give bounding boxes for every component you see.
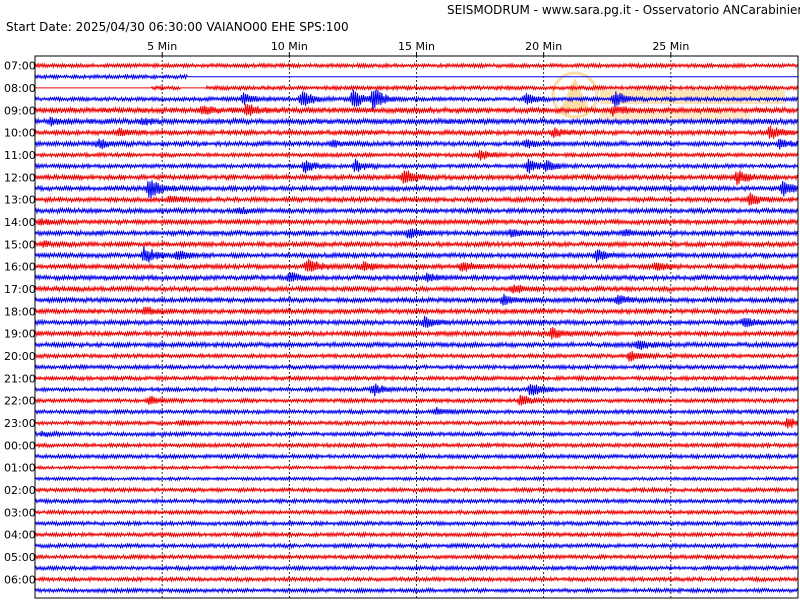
trace-line — [34, 508, 799, 516]
trace-line — [34, 125, 799, 139]
hour-label: 10:00 — [4, 127, 36, 140]
trace-line — [34, 89, 799, 111]
trace-line — [34, 170, 799, 186]
trace-line — [34, 258, 799, 272]
hour-label: 08:00 — [4, 82, 36, 95]
x-tick-label: 15 Min — [398, 40, 435, 53]
trace-line — [34, 486, 799, 494]
start-date-label: Start Date: 2025/04/30 06:30:00 VAIANO00… — [6, 20, 349, 34]
trace-line — [34, 441, 799, 449]
hour-label: 07:00 — [4, 60, 36, 73]
x-tick-label: 25 Min — [652, 40, 689, 53]
hour-label: 20:00 — [4, 350, 36, 363]
hour-label: 18:00 — [4, 305, 36, 318]
trace-line — [34, 192, 799, 206]
trace-line — [34, 394, 799, 406]
trace-line — [34, 475, 799, 482]
hour-label: 04:00 — [4, 529, 36, 542]
trace-line — [34, 553, 799, 561]
hour-label: 11:00 — [4, 149, 36, 162]
hour-label: 17:00 — [4, 283, 36, 296]
trace-line — [34, 383, 799, 397]
x-tick-label: 5 Min — [147, 40, 177, 53]
trace-line — [34, 73, 798, 81]
hour-labels: 07:00 08:00 09:00 10:00 11:00 12:00 13:00 14:00… — [4, 60, 36, 587]
trace-line — [34, 293, 799, 306]
trace-line — [34, 575, 799, 583]
hour-label: 16:00 — [4, 261, 36, 274]
trace-line — [34, 363, 799, 371]
plot-frame — [34, 55, 799, 599]
trace-line — [34, 228, 799, 239]
hour-label: 23:00 — [4, 417, 36, 430]
trace-line — [34, 340, 799, 350]
seismic-traces — [34, 61, 799, 595]
hour-label: 01:00 — [4, 462, 36, 475]
hour-label: 02:00 — [4, 484, 36, 497]
trace-line — [34, 315, 799, 328]
hour-label: 22:00 — [4, 395, 36, 408]
trace-line — [34, 564, 799, 572]
trace-line — [34, 407, 799, 416]
trace-line — [34, 61, 799, 70]
x-tick-labels: 5 Min 10 Min 15 Min 20 Min 25 Min — [147, 40, 689, 56]
trace-line — [34, 272, 799, 283]
trace-line — [34, 418, 799, 429]
trace-line — [34, 158, 799, 174]
trace-line — [34, 104, 799, 117]
x-tick-label: 10 Min — [271, 40, 308, 53]
trace-line — [34, 206, 799, 215]
trace-line — [34, 374, 799, 382]
trace-line — [34, 306, 799, 316]
trace-line — [35, 84, 799, 92]
trace-line — [34, 217, 799, 227]
trace-line — [34, 452, 799, 461]
hour-label: 05:00 — [4, 551, 36, 564]
trace-line — [34, 149, 799, 161]
trace-line — [34, 239, 799, 249]
trace-line — [34, 429, 799, 438]
trace-line — [34, 326, 799, 340]
x-tick-label: 20 Min — [525, 40, 562, 53]
hour-label: 09:00 — [4, 104, 36, 117]
trace-line — [34, 542, 799, 550]
trace-line — [34, 464, 799, 471]
trace-line — [34, 245, 799, 263]
trace-line — [34, 497, 799, 505]
chart-title: SEISMODRUM - www.sara.pg.it - Osservator… — [447, 3, 800, 17]
trace-line — [34, 116, 799, 127]
trace-line — [34, 138, 799, 150]
hour-label: 14:00 — [4, 216, 36, 229]
hour-label: 03:00 — [4, 506, 36, 519]
observatory-logo-watermark — [530, 60, 798, 168]
hour-label: 12:00 — [4, 171, 36, 184]
trace-line — [34, 284, 799, 294]
hour-label: 00:00 — [4, 439, 36, 452]
hour-label: 15:00 — [4, 238, 36, 251]
hour-label: 06:00 — [4, 573, 36, 586]
trace-line — [34, 586, 799, 595]
trace-line — [34, 519, 799, 528]
hour-label: 19:00 — [4, 328, 36, 341]
trace-line — [34, 351, 799, 362]
hour-label: 21:00 — [4, 372, 36, 385]
hour-label: 13:00 — [4, 194, 36, 207]
trace-line — [34, 180, 799, 199]
trace-line — [34, 530, 799, 539]
